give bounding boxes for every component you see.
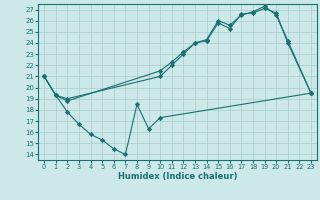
X-axis label: Humidex (Indice chaleur): Humidex (Indice chaleur) — [118, 172, 237, 181]
